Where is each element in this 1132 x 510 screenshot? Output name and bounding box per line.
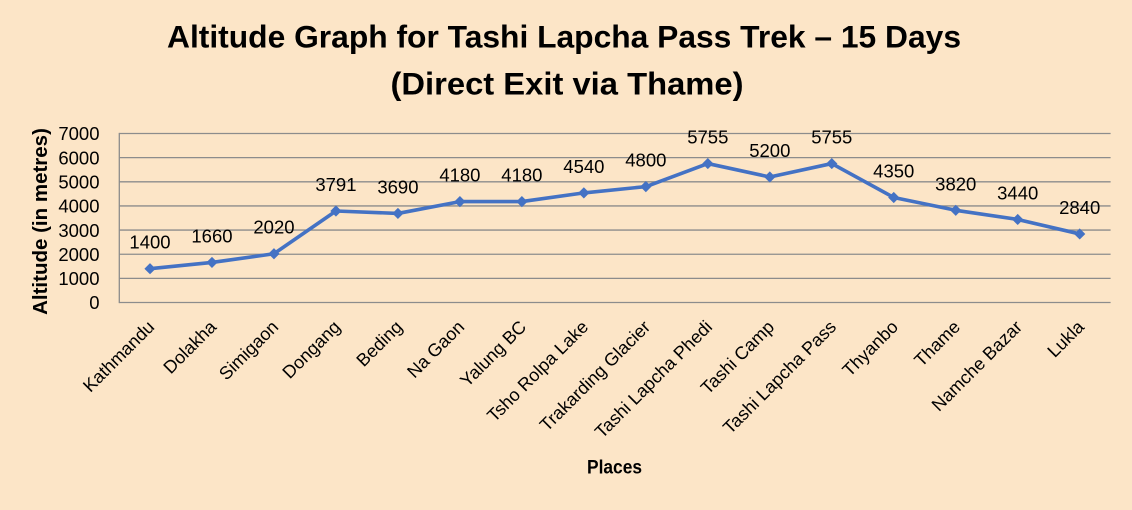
svg-text:Altitude (in metres): Altitude (in metres) [29, 128, 52, 315]
svg-text:4800: 4800 [625, 150, 666, 171]
svg-text:5755: 5755 [811, 127, 852, 148]
svg-text:4540: 4540 [563, 156, 604, 177]
svg-text:7000: 7000 [58, 123, 99, 144]
svg-text:2020: 2020 [253, 217, 294, 238]
svg-text:2840: 2840 [1059, 197, 1100, 218]
svg-text:2000: 2000 [58, 244, 99, 265]
svg-text:5755: 5755 [687, 127, 728, 148]
svg-text:3440: 3440 [997, 182, 1038, 203]
svg-text:4000: 4000 [58, 196, 99, 217]
svg-text:4350: 4350 [873, 160, 914, 181]
svg-text:3791: 3791 [315, 174, 356, 195]
svg-text:1000: 1000 [58, 268, 99, 289]
svg-text:5200: 5200 [749, 140, 790, 161]
svg-text:6000: 6000 [58, 147, 99, 168]
svg-text:3690: 3690 [377, 176, 418, 197]
svg-text:0: 0 [89, 292, 99, 313]
svg-text:1660: 1660 [191, 225, 232, 246]
svg-text:1400: 1400 [129, 232, 170, 253]
svg-text:3000: 3000 [58, 220, 99, 241]
svg-text:3820: 3820 [935, 173, 976, 194]
svg-text:Altitude Graph for Tashi Lapch: Altitude Graph for Tashi Lapcha Pass Tre… [167, 19, 961, 55]
svg-text:4180: 4180 [501, 165, 542, 186]
svg-text:5000: 5000 [58, 172, 99, 193]
svg-text:(Direct Exit via Thame): (Direct Exit via Thame) [391, 66, 744, 102]
svg-text:Places: Places [587, 457, 642, 479]
svg-text:4180: 4180 [439, 165, 480, 186]
